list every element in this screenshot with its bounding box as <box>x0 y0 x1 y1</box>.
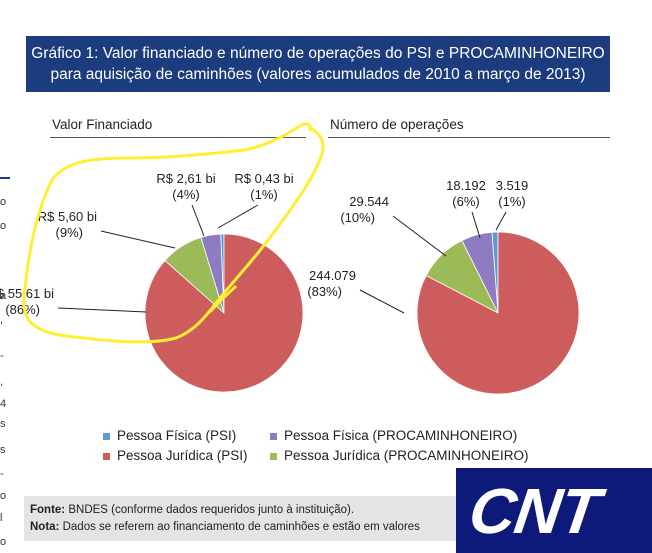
data-label-value: R$ 55,61 bi <box>0 286 54 301</box>
data-label-value: R$ 0,43 bi <box>234 171 293 186</box>
cnt-logo: CNT <box>456 468 652 553</box>
data-label-percent: (83%) <box>307 284 342 299</box>
data-label-percent: (4%) <box>172 187 199 202</box>
leader-line <box>191 204 205 237</box>
chart-header: Gráfico 1: Valor financiado e número de … <box>26 36 610 92</box>
data-label-value: 3.519 <box>496 178 529 193</box>
data-label-percent: (86%) <box>5 302 40 317</box>
legend-swatch <box>270 432 277 440</box>
margin-fragment: l <box>0 512 3 524</box>
data-label-value: R$ 2,61 bi <box>156 171 215 186</box>
chart-1-underline <box>50 137 306 138</box>
chart-2-underline <box>328 137 610 138</box>
legend-label: Pessoa Jurídica (PROCAMINHONEIRO) <box>284 448 529 463</box>
margin-fragment: o <box>0 196 7 208</box>
legend-swatch <box>103 452 110 460</box>
data-label-percent: (6%) <box>452 194 479 209</box>
data-label-percent: (10%) <box>340 210 375 225</box>
margin-fragment: a <box>0 290 7 302</box>
leader-line <box>217 204 259 229</box>
yellow-hand-drawn-stroke <box>208 284 238 313</box>
legend-item-pf-psi: Pessoa Física (PSI) <box>103 428 236 443</box>
data-label-value: R$ 5,60 bi <box>38 209 97 224</box>
pie-slice-2-3 <box>416 231 580 395</box>
margin-fragment: o <box>0 220 7 232</box>
legend-label: Pessoa Física (PROCAMINHONEIRO) <box>284 428 518 443</box>
leader-line <box>359 289 405 314</box>
margin-fragment: o <box>0 536 7 548</box>
margin-fragment: s <box>0 418 6 430</box>
legend-item-pj-psi: Pessoa Jurídica (PSI) <box>103 448 248 463</box>
margin-fragment: , <box>0 314 4 326</box>
leader-line <box>57 307 147 313</box>
margin-fragment: o <box>0 490 7 502</box>
margin-fragment: - <box>0 350 4 362</box>
legend-swatch <box>103 432 110 440</box>
legend-label: Pessoa Física (PSI) <box>117 428 237 443</box>
data-label-value: 29.544 <box>349 194 389 209</box>
legend-item-pj-procaminhoneiro: Pessoa Jurídica (PROCAMINHONEIRO) <box>270 448 529 463</box>
legend-label: Pessoa Jurídica (PSI) <box>117 448 248 463</box>
chart-1-title: Valor Financiado <box>52 117 153 132</box>
leader-line <box>392 215 447 257</box>
pie-slice-1-3 <box>144 233 304 393</box>
data-label-value: 18.192 <box>446 178 486 193</box>
margin-fragment: - <box>0 468 4 480</box>
chart-2-title: Número de operações <box>330 117 464 132</box>
margin-fragment: , <box>0 376 4 388</box>
data-label-percent: (1%) <box>498 194 525 209</box>
logo-text: CNT <box>464 475 604 547</box>
data-label-percent: (1%) <box>250 187 277 202</box>
leader-line <box>495 211 507 231</box>
header-line-1: Gráfico 1: Valor financiado e número de … <box>31 45 605 62</box>
data-label-percent: (9%) <box>56 225 83 240</box>
margin-fragment: 4 <box>0 398 7 410</box>
yellow-hand-drawn-highlight <box>22 122 325 344</box>
legend-swatch <box>270 452 277 460</box>
footer-note: Nota: Dados se referem ao financiamento … <box>30 521 420 533</box>
margin-fragment: s <box>0 444 6 456</box>
header-line-2: para aquisição de caminhões (valores acu… <box>50 66 586 83</box>
legend-item-pf-procaminhoneiro: Pessoa Física (PROCAMINHONEIRO) <box>270 428 517 443</box>
leader-line <box>100 230 176 249</box>
footer-notes: Fonte: BNDES (conforme dados requeridos … <box>24 496 504 541</box>
footer-source: Fonte: BNDES (conforme dados requeridos … <box>30 504 355 516</box>
data-label-value: 244.079 <box>309 268 356 283</box>
leader-line <box>471 211 481 239</box>
